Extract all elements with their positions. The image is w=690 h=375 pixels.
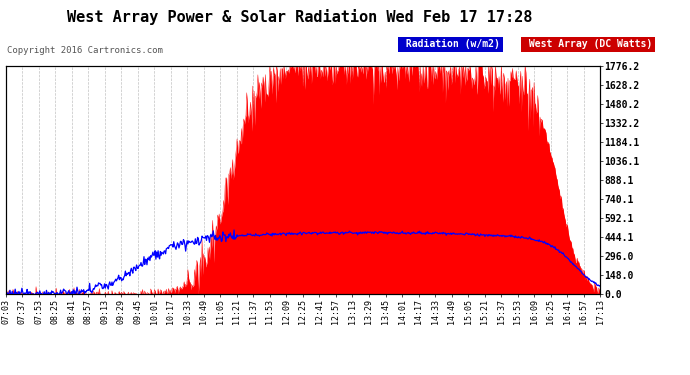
- Text: West Array Power & Solar Radiation Wed Feb 17 17:28: West Array Power & Solar Radiation Wed F…: [68, 9, 533, 26]
- Text: Copyright 2016 Cartronics.com: Copyright 2016 Cartronics.com: [7, 46, 163, 55]
- Text: West Array (DC Watts): West Array (DC Watts): [523, 39, 652, 50]
- Text: Radiation (w/m2): Radiation (w/m2): [400, 39, 500, 50]
